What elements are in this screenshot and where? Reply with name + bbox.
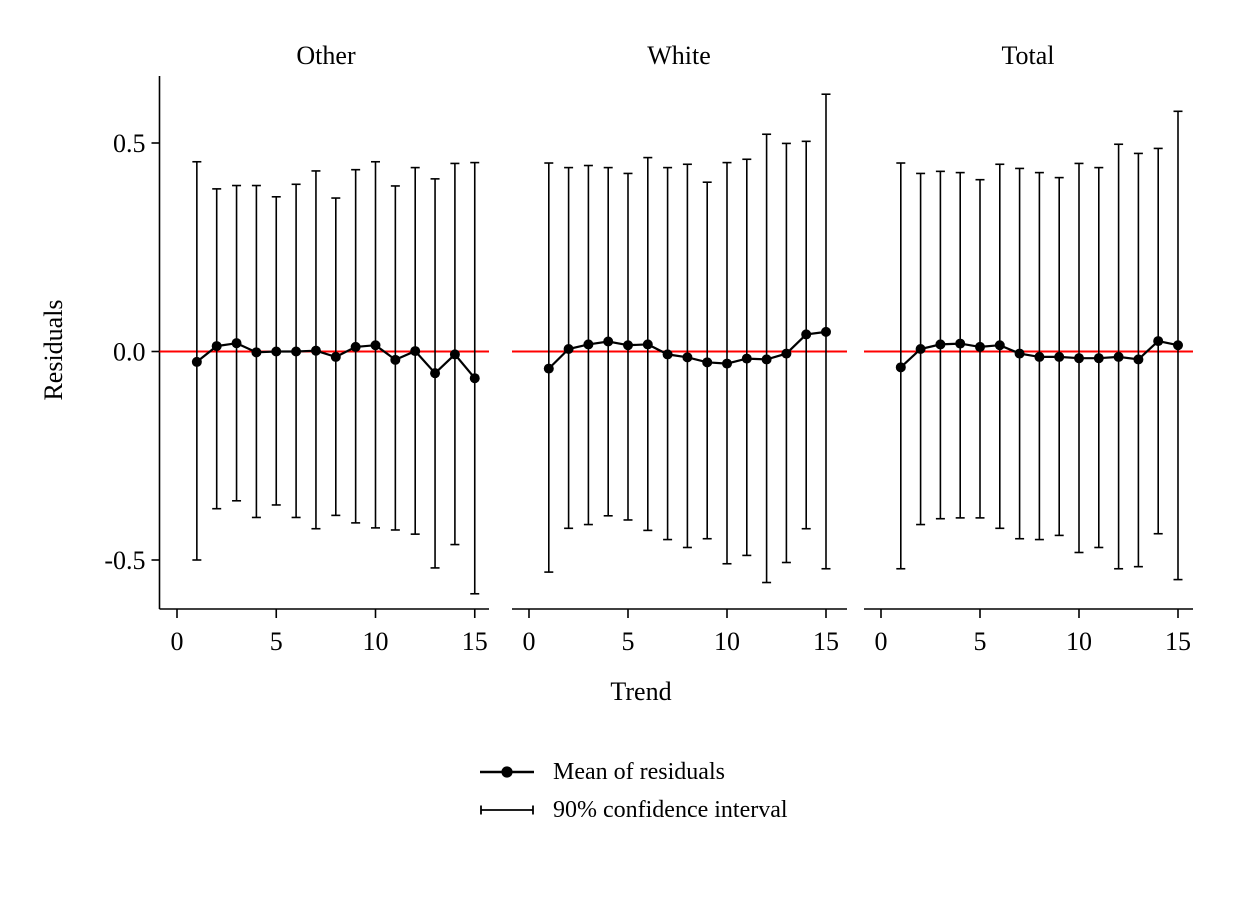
x-tick-label: 0 [171, 627, 184, 656]
legend-label-ci: 90% confidence interval [553, 796, 788, 823]
mean-point [1014, 348, 1025, 359]
mean-point [682, 352, 693, 363]
mean-point [211, 341, 222, 352]
mean-point [430, 368, 441, 379]
x-tick-label: 0 [523, 627, 536, 656]
mean-point [662, 349, 673, 360]
x-tick-label: 15 [813, 627, 839, 656]
y-tick-label: 0.5 [113, 129, 146, 158]
y-tick-label: -0.5 [104, 546, 145, 575]
x-tick-label: 10 [1066, 627, 1092, 656]
mean-point [781, 348, 792, 359]
mean-point [370, 340, 381, 351]
mean-point [390, 354, 401, 365]
panel-plot-white: 0 5 10 15 [512, 93, 847, 656]
legend: Mean of residuals 90% confidence interva… [478, 759, 788, 835]
mean-point [310, 345, 321, 356]
panel-plot-total: 0 5 10 15 [864, 110, 1193, 656]
mean-point [975, 341, 985, 352]
x-tick-label: 15 [1165, 627, 1191, 656]
panel-plot-other: 0.5 0.0 -0.5 0 5 10 15 [104, 76, 489, 656]
mean-point [935, 339, 946, 350]
x-tick-label: 5 [974, 627, 987, 656]
mean-point [410, 346, 421, 357]
x-tick-label: 0 [875, 627, 888, 656]
mean-point [603, 336, 614, 347]
confidence-interval-icon [480, 805, 534, 815]
mean-point [761, 354, 772, 365]
x-tick-label: 5 [622, 627, 635, 656]
panel-title-white: White [647, 41, 711, 70]
mean-point [251, 347, 262, 358]
x-tick-label: 15 [462, 627, 488, 656]
mean-point [1133, 354, 1144, 365]
mean-point [583, 339, 594, 350]
mean-point [1153, 336, 1164, 347]
y-tick-label: 0.0 [113, 338, 146, 367]
mean-point [231, 338, 242, 349]
mean-point [191, 356, 202, 367]
mean-point [801, 329, 812, 340]
x-tick-label: 10 [363, 627, 389, 656]
mean-point [741, 353, 752, 364]
panel-title-other: Other [296, 41, 356, 70]
mean-point [1093, 353, 1104, 364]
mean-point [469, 373, 480, 384]
mean-point [271, 346, 282, 357]
mean-point [291, 346, 302, 357]
mean-point [623, 340, 633, 351]
mean-point [543, 363, 554, 374]
mean-point [955, 338, 966, 349]
mean-point [915, 343, 926, 354]
mean-of-residuals-icon [480, 766, 534, 778]
mean-point [350, 341, 361, 352]
mean-point [722, 358, 732, 369]
legend-label-mean: Mean of residuals [553, 758, 725, 785]
panel-title-total: Total [1001, 41, 1055, 70]
x-tick-label: 10 [714, 627, 740, 656]
mean-point [702, 357, 713, 368]
x-axis-title: Trend [610, 677, 672, 706]
mean-point [330, 351, 341, 362]
legend-item-mean: Mean of residuals [478, 759, 788, 785]
mean-point [642, 339, 653, 350]
mean-point [994, 340, 1005, 351]
x-tick-label: 5 [270, 627, 283, 656]
mean-point [1173, 340, 1183, 351]
mean-point [449, 349, 460, 360]
mean-point [1074, 353, 1084, 364]
mean-point [1113, 351, 1124, 362]
mean-point [563, 343, 574, 354]
mean-point [1034, 351, 1045, 362]
y-axis-title: Residuals [39, 299, 68, 401]
mean-point [895, 362, 906, 373]
legend-item-ci: 90% confidence interval [478, 797, 788, 823]
mean-point [1054, 351, 1065, 362]
mean-point [821, 326, 831, 337]
